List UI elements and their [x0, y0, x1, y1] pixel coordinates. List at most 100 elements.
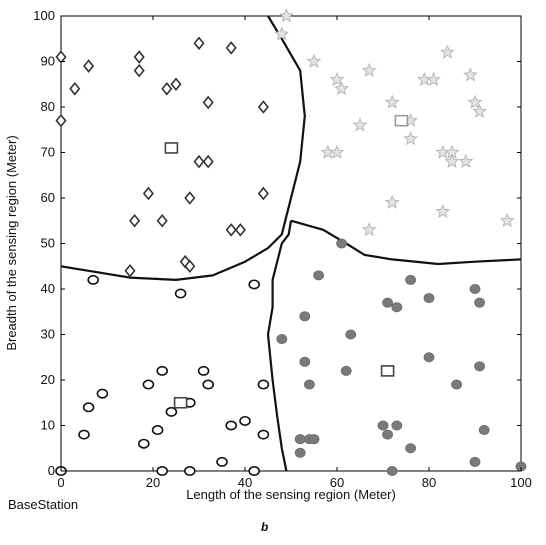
y-tick-label: 0: [48, 463, 55, 478]
circle-node: [138, 438, 150, 449]
star-node: [278, 8, 294, 23]
y-tick-label: 30: [41, 327, 55, 342]
cluster-boundaries: [60, 15, 522, 472]
diamond-node: [193, 36, 205, 51]
diamond-node: [133, 50, 145, 64]
y-tick-label: 50: [41, 236, 55, 251]
circle-node: [174, 288, 187, 299]
plot-area: [60, 15, 522, 472]
filled-node: [276, 334, 288, 345]
diamond-node: [184, 191, 196, 205]
diamond-node: [161, 82, 173, 96]
filled-node: [294, 434, 306, 445]
filled-node: [336, 238, 348, 249]
circle-node: [82, 402, 95, 413]
circle-node: [197, 365, 210, 376]
diamond-node: [193, 154, 205, 169]
y-axis-label: Breadth of the sensing region (Meter): [4, 135, 19, 350]
cluster-boundary-2: [290, 219, 522, 266]
filled-node: [308, 434, 320, 445]
circle-node: [225, 420, 237, 431]
filled-node: [391, 420, 403, 431]
circle-node: [257, 429, 270, 440]
diamond-node: [142, 186, 154, 201]
x-axis-label: Length of the sensing region (Meter): [186, 487, 396, 502]
circle-node: [248, 465, 260, 476]
cluster-head-circle: [173, 396, 188, 409]
x-tick-label: 40: [238, 475, 252, 490]
filled-node: [423, 293, 435, 304]
y-tick-label: 40: [41, 281, 55, 296]
filled-node: [451, 379, 463, 390]
diamond-node: [202, 154, 214, 169]
circle-node: [248, 279, 260, 290]
star-node: [458, 153, 474, 168]
y-tick-label: 100: [33, 8, 55, 23]
diamond-node: [225, 41, 237, 55]
filled-node: [405, 443, 417, 454]
cluster-heads: [164, 114, 409, 409]
circle-node: [184, 465, 196, 476]
star-node: [329, 71, 345, 87]
filled-node: [474, 297, 486, 308]
diamond-node: [202, 95, 214, 110]
star-node: [384, 94, 400, 109]
star-node: [426, 71, 442, 87]
circle-node: [96, 388, 109, 399]
y-axis-ticks: 0 10 20 30 40 50 60 70 80 90 100: [33, 8, 521, 478]
filled-node: [294, 447, 306, 458]
y-tick-label: 10: [41, 418, 55, 433]
diamond-node: [156, 213, 168, 228]
filled-node: [377, 420, 389, 431]
filled-node: [391, 302, 403, 313]
star-node: [467, 94, 483, 109]
filled-node: [345, 329, 357, 340]
base-station-label: BaseStation: [8, 497, 79, 512]
filled-node: [386, 465, 398, 476]
cluster-head-filled: [380, 365, 395, 377]
circle-node: [142, 379, 155, 390]
cluster-boundary-1: [60, 15, 306, 281]
filled-node: [474, 361, 486, 372]
star-node: [472, 103, 488, 118]
diamond-node: [170, 77, 182, 92]
y-tick-label: 60: [41, 190, 55, 205]
diamond-node: [133, 63, 145, 78]
diamond-node: [225, 223, 237, 237]
star-node: [352, 117, 368, 132]
filled-node: [382, 429, 394, 440]
star-node: [329, 144, 345, 159]
star-node: [274, 26, 290, 41]
diamond-node: [129, 213, 141, 228]
star-node: [439, 44, 455, 59]
filled-node: [299, 311, 311, 322]
filled-node: [340, 365, 352, 376]
cluster-boundary-3: [266, 220, 293, 472]
circle-node: [156, 465, 168, 476]
sensor-nodes: [55, 8, 527, 476]
y-tick-label: 20: [41, 372, 55, 387]
y-tick-label: 70: [41, 145, 55, 160]
x-tick-label: 80: [422, 475, 436, 490]
star-node: [444, 153, 460, 168]
star-node: [499, 212, 515, 228]
diamond-node: [234, 223, 246, 237]
star-node: [384, 194, 400, 209]
diamond-node: [55, 50, 67, 64]
filled-node: [405, 274, 417, 285]
filled-node: [313, 270, 325, 281]
circle-node: [216, 456, 228, 467]
circle-node: [257, 379, 270, 390]
diamond-node: [55, 113, 67, 128]
filled-node: [303, 379, 315, 390]
diamond-node: [257, 100, 269, 114]
filled-node: [382, 297, 394, 308]
circle-node: [165, 406, 178, 417]
filled-node: [469, 283, 481, 294]
filled-node: [469, 456, 481, 467]
circle-node: [202, 379, 214, 390]
circle-node: [239, 415, 251, 426]
circle-node: [87, 274, 99, 285]
star-node: [306, 53, 322, 68]
